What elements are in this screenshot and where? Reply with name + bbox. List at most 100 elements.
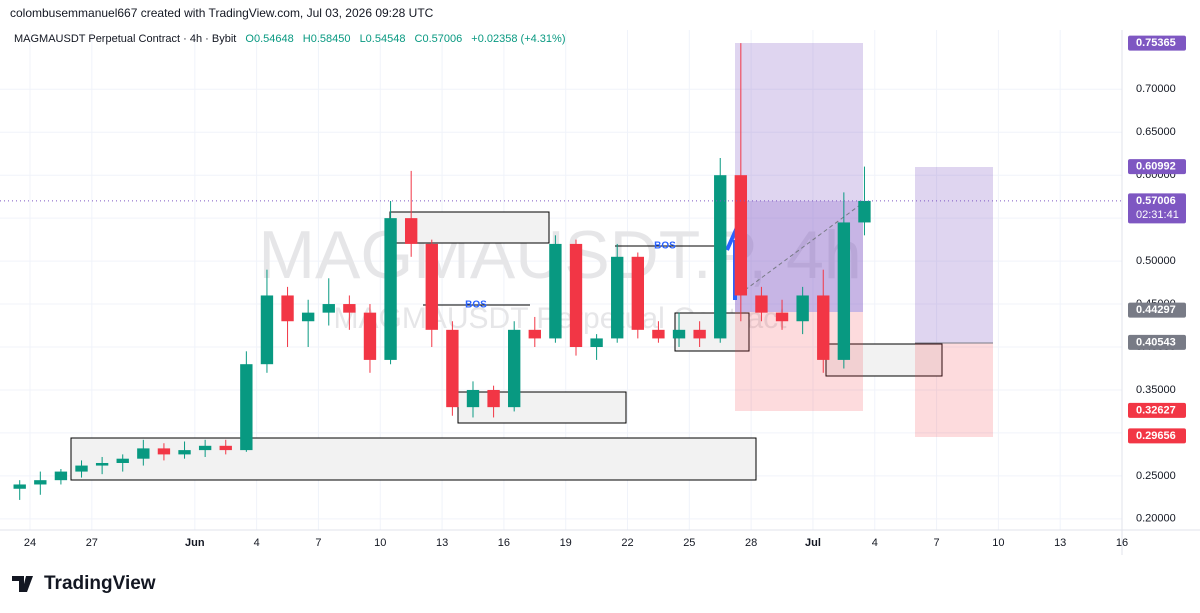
ohlc: L0.54548 [360, 33, 406, 45]
x-tick-label: 16 [498, 537, 510, 549]
x-tick-label: 13 [436, 537, 448, 549]
change: +0.02358 (+4.31%) [471, 33, 565, 45]
candle-body [198, 445, 212, 451]
y-tick-label: 0.20000 [1136, 513, 1176, 525]
x-tick-label: 27 [86, 537, 98, 549]
candle-body [343, 304, 356, 313]
price-marker [1128, 159, 1186, 175]
x-tick-label: 4 [254, 537, 260, 549]
candle-body [281, 295, 294, 322]
stop-area [915, 343, 993, 437]
x-tick-label: 10 [374, 537, 386, 549]
candle-body [116, 458, 129, 463]
footer-logo: TradingView [12, 573, 156, 594]
candle-body [508, 329, 521, 408]
x-tick-label: 25 [683, 537, 695, 549]
x-tick-label: 10 [992, 537, 1004, 549]
candle-body [54, 471, 68, 481]
candle-body [137, 448, 150, 459]
x-tick-label: 19 [560, 537, 572, 549]
candle-body [363, 312, 377, 360]
candle-body [95, 462, 109, 466]
candle-body [13, 484, 26, 489]
legend: MAGMAUSDT Perpetual Contract · 4h · Bybi… [14, 33, 565, 45]
candle-body [384, 218, 397, 360]
x-tick-label: 28 [745, 537, 757, 549]
candle-body [75, 465, 88, 472]
ohlc: O0.54648 [245, 33, 293, 45]
x-tick-label: 4 [872, 537, 878, 549]
bos-label: BOS [465, 300, 487, 311]
logo-text: TradingView [44, 573, 156, 594]
trend-line [744, 204, 861, 291]
ohlc: C0.57006 [415, 33, 463, 45]
symbol: MAGMAUSDT Perpetual Contract · 4h · Bybi… [14, 33, 236, 45]
price-marker-label: 0.32627 [1136, 404, 1176, 416]
candle-body [219, 445, 232, 451]
candle-body [693, 329, 706, 339]
price-marker [1128, 35, 1186, 51]
candle-body [157, 448, 171, 455]
candle-body [837, 222, 851, 360]
x-tick-label: 7 [934, 537, 940, 549]
candle-body [178, 450, 191, 455]
price-marker-label: 0.40543 [1136, 336, 1176, 348]
candle-body [404, 218, 418, 244]
x-tick-label: 13 [1054, 537, 1066, 549]
x-tick-label: 16 [1116, 537, 1128, 549]
price-marker [1128, 193, 1186, 224]
candle-body [796, 295, 809, 322]
price-marker-label: 0.44297 [1136, 304, 1176, 316]
zone [457, 391, 627, 424]
logo-icon [12, 576, 33, 592]
price-marker-label: 0.57006 [1136, 195, 1176, 207]
ohlc: H0.58450 [303, 33, 351, 45]
candle-body [755, 295, 768, 313]
candle-body [611, 256, 624, 339]
x-tick-label: Jul [805, 537, 821, 549]
target-area [915, 167, 993, 343]
candle-body [672, 329, 686, 339]
countdown: 02:31:41 [1136, 209, 1179, 221]
y-tick-label: 0.35000 [1136, 384, 1176, 396]
price-marker [1128, 402, 1186, 418]
x-tick-label: 7 [315, 537, 321, 549]
price-marker [1128, 428, 1186, 444]
y-tick-label: 0.25000 [1136, 470, 1176, 482]
x-tick-label: Jun [185, 537, 205, 549]
candle-body [528, 329, 541, 339]
candle-body [549, 243, 562, 339]
candle-body [425, 243, 438, 330]
x-tick-label: 22 [621, 537, 633, 549]
zone [674, 312, 750, 352]
candle-body [34, 480, 47, 485]
y-tick-label: 0.65000 [1136, 126, 1176, 138]
candles [13, 43, 871, 500]
y-tick-label: 0.70000 [1136, 83, 1176, 95]
price-marker [1128, 334, 1186, 350]
candle-body [322, 304, 335, 313]
candle-body [631, 256, 644, 330]
attribution: colombusemmanuel667 created with Trading… [10, 6, 434, 20]
candle-body [240, 364, 253, 451]
candle-body [734, 175, 748, 296]
candle-body [775, 312, 789, 322]
price-marker-label: 0.75365 [1136, 37, 1176, 49]
bos-label: BOS [654, 241, 676, 252]
zone [70, 437, 757, 481]
candle-body [858, 200, 871, 223]
price-marker-label: 0.60992 [1136, 161, 1176, 173]
candle-body [446, 329, 459, 408]
price-marker [1128, 302, 1186, 318]
candle-body [301, 312, 315, 322]
candle-body [817, 295, 830, 360]
candle-body [466, 389, 480, 408]
candle-body [260, 295, 274, 365]
x-tick-label: 24 [24, 537, 36, 549]
y-tick-label: 0.50000 [1136, 255, 1176, 267]
candle-body [590, 338, 603, 348]
candle-body [652, 329, 665, 339]
candle-body [714, 175, 727, 339]
